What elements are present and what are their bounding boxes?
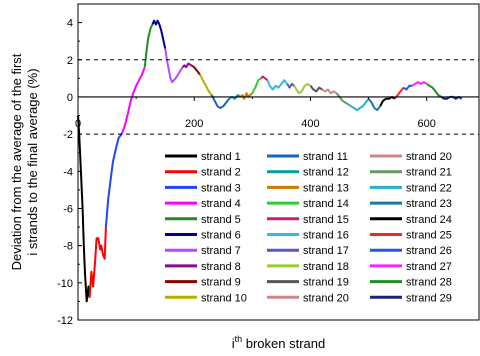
series-line: [286, 82, 295, 89]
legend-label: strand 3: [201, 182, 241, 194]
series-line: [251, 77, 262, 94]
series-line: [411, 81, 428, 87]
legend-label: strand 6: [201, 230, 241, 242]
legend-label: strand 26: [406, 245, 452, 257]
legend-label: strand 12: [303, 167, 349, 179]
legend-label: strand 13: [303, 182, 349, 194]
legend-label: strand 8: [201, 261, 241, 273]
x-tick-label: 0: [75, 118, 81, 130]
legend-label: strand 9: [201, 277, 241, 289]
x-axis-label-rest: broken strand: [242, 336, 325, 351]
series-line: [181, 62, 192, 69]
x-tick-label: 200: [185, 118, 203, 130]
legend-label: strand 7: [201, 245, 241, 257]
x-tick-label: 400: [301, 118, 319, 130]
legend-label: strand 15: [303, 214, 349, 226]
series-line: [239, 92, 253, 100]
x-axis-label-sup: th: [235, 334, 243, 344]
legend-label: strand 20: [406, 151, 452, 163]
series-line: [335, 92, 349, 106]
series-line: [210, 94, 230, 110]
y-tick-label: -4: [63, 166, 73, 178]
legend-label: strand 2: [201, 167, 241, 179]
x-axis-label: ith broken strand: [232, 334, 326, 351]
legend-label: strand 24: [406, 214, 452, 226]
series-line: [190, 64, 201, 76]
series-line: [77, 115, 91, 303]
legend-label: strand 14: [303, 198, 349, 210]
legend-label: strand 23: [406, 198, 452, 210]
series-line: [426, 83, 442, 98]
legend-label: strand 25: [406, 230, 452, 242]
legend-label: strand 22: [406, 182, 452, 194]
legend-label: strand 27: [406, 261, 452, 273]
y-tick-label: -10: [57, 278, 73, 290]
series-line: [120, 66, 146, 135]
series-line: [164, 48, 184, 84]
legend-label: strand 21: [406, 167, 452, 179]
y-axis-label-line1: Deviation from the average of the first: [9, 53, 24, 270]
legend-label: strand 10: [201, 292, 247, 304]
series-line: [379, 95, 396, 107]
legend-label: strand 11: [303, 151, 348, 163]
y-tick-label: -2: [63, 129, 73, 141]
x-axis-ticks: 0 200 400 600: [75, 96, 436, 130]
series-line: [143, 23, 154, 68]
plot-frame: [77, 3, 480, 321]
x-tick-label: 600: [418, 118, 436, 130]
legend: strand 1 strand 2 strand 3 strand 4 strand 5…: [165, 151, 452, 304]
series-line: [104, 133, 123, 228]
reference-lines: [78, 59, 479, 135]
series-line: [151, 19, 167, 49]
series-line: [88, 227, 107, 298]
series-line: [199, 74, 213, 96]
legend-label: strand 16: [303, 230, 349, 242]
y-tick-label: 4: [67, 18, 73, 30]
legend-label: strand 4: [201, 198, 241, 210]
x-axis-label-i: i: [232, 336, 235, 351]
legend-label: strand 19: [303, 277, 349, 289]
series-line: [293, 82, 312, 95]
legend-label: strand 29: [406, 292, 452, 304]
legend-label: strand 20: [303, 292, 349, 304]
legend-label: strand 1: [201, 151, 241, 163]
series-line: [321, 88, 338, 95]
series-line: [347, 98, 370, 111]
y-tick-label: -8: [63, 241, 73, 253]
series-layer: [77, 19, 463, 303]
series-line: [402, 84, 413, 91]
legend-label: strand 28: [406, 277, 452, 289]
legend-label: strand 17: [303, 245, 349, 257]
legend-label: strand 5: [201, 214, 241, 226]
series-line: [260, 75, 269, 81]
y-tick-label: 2: [67, 55, 73, 67]
y-tick-label: -6: [63, 203, 73, 215]
series-line: [266, 79, 288, 91]
y-tick-label: 0: [67, 92, 73, 104]
series-line: [309, 85, 323, 93]
y-axis-label-line2: i strands to the final average (%): [25, 68, 40, 255]
legend-label: strand 18: [303, 261, 349, 273]
series-line: [367, 98, 381, 111]
y-tick-label: -12: [57, 315, 73, 327]
